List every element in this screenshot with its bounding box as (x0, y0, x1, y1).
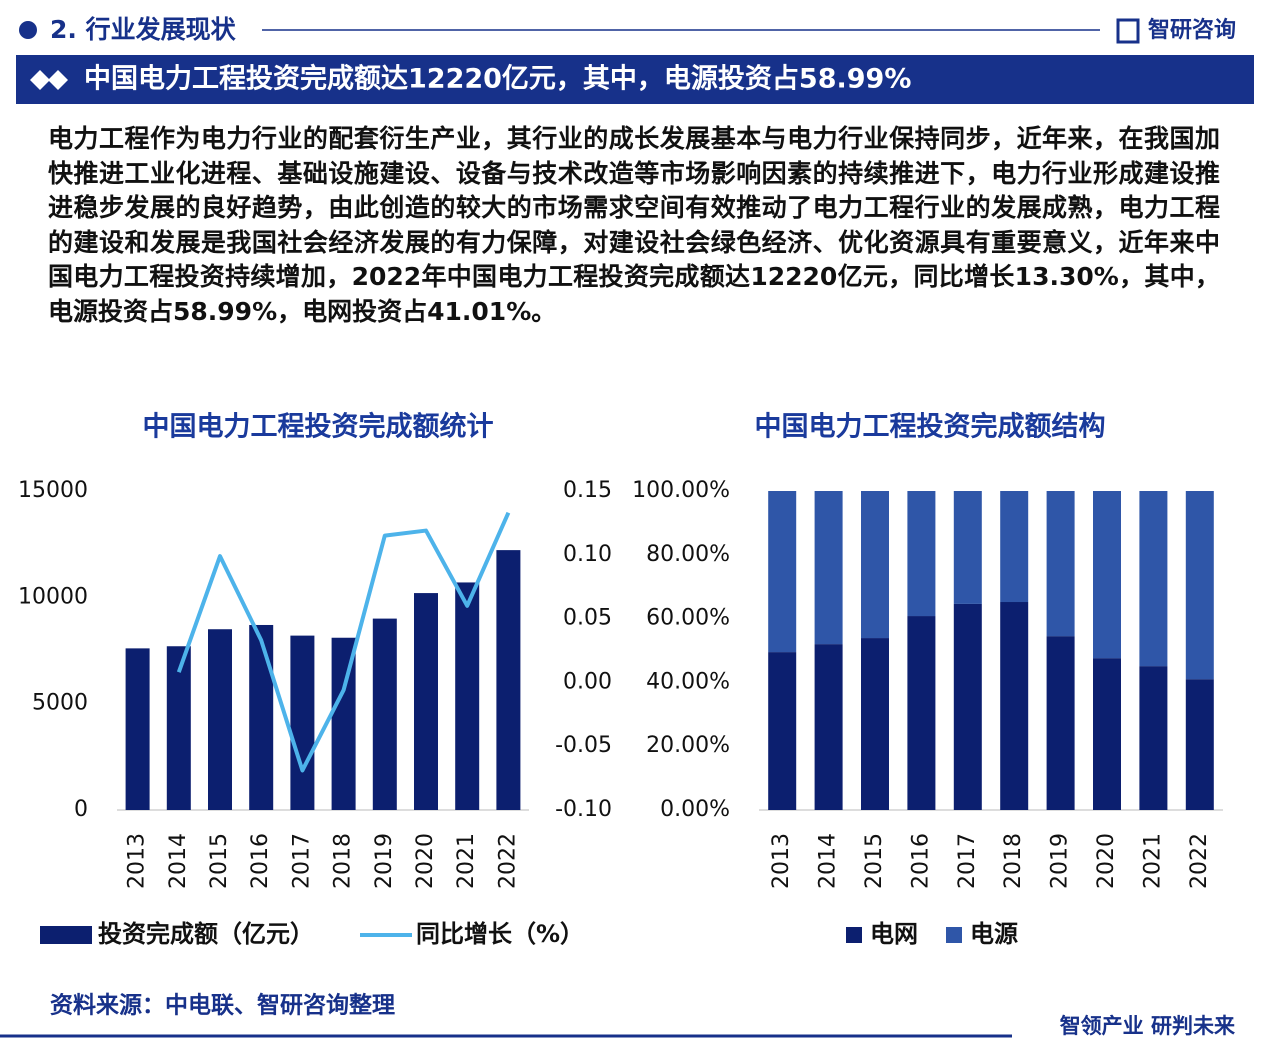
y-tick-label: 15000 (18, 478, 88, 503)
source: 资料来源：中电联、智研咨询整理 (50, 992, 395, 1019)
bar (907, 616, 936, 810)
bar (953, 491, 982, 604)
x-tick-label: 2018 (1001, 833, 1026, 889)
y-tick-label: 100.00% (632, 478, 730, 503)
line (176, 511, 511, 773)
y-tick-label: 10000 (18, 584, 88, 609)
legend-swatch (40, 926, 92, 944)
y-tick-label: 5000 (32, 691, 88, 716)
y-tick-label: 40.00% (646, 669, 730, 694)
x-tick-label: 2020 (413, 833, 438, 889)
x-tick-label: 2022 (495, 833, 520, 889)
y-tick-label: 60.00% (646, 606, 730, 631)
x-tick-label: 2015 (862, 833, 887, 889)
bar (1000, 602, 1029, 810)
bar (907, 491, 936, 617)
chart-title: 中国电力工程投资完成额统计 (143, 411, 494, 443)
chart-title: 中国电力工程投资完成额结构 (755, 411, 1106, 443)
x-tick-label: 2013 (125, 833, 150, 889)
slogan: 智领产业 研判未来 (1060, 1014, 1236, 1038)
legend-label: 投资完成额（亿元） (98, 920, 314, 948)
bar (768, 652, 797, 810)
bar (1046, 491, 1075, 637)
bar (1139, 491, 1168, 667)
y2-tick-label: -0.05 (555, 733, 612, 758)
bar (861, 638, 889, 810)
y2-tick-label: -0.10 (555, 797, 612, 822)
bar (290, 635, 315, 810)
bar (1185, 679, 1214, 810)
bar (953, 603, 982, 810)
x-tick-label: 2016 (248, 833, 273, 889)
bar (455, 582, 480, 810)
y-tick-label: 0.00% (660, 797, 730, 822)
x-tick-label: 2017 (289, 833, 314, 889)
x-tick-label: 2015 (207, 833, 232, 889)
x-tick-label: 2014 (166, 833, 191, 889)
x-tick-label: 2019 (1048, 833, 1073, 889)
banner-diamonds (30, 70, 68, 90)
bar (372, 618, 397, 810)
bar (125, 648, 150, 810)
x-tick-label: 2021 (454, 833, 479, 889)
bar (768, 491, 797, 653)
bar (249, 624, 274, 810)
legend-label: 同比增长（%） (416, 920, 584, 948)
bar (1093, 491, 1121, 659)
bar (1000, 491, 1029, 603)
bullet (19, 21, 37, 39)
bar (414, 593, 438, 810)
body-text: 电力工程作为电力行业的配套衍生产业，其行业的成长发展基本与电力行业保持同步，近年… (48, 124, 1220, 326)
y2-tick-label: 0.10 (563, 542, 612, 567)
legend-swatch (846, 927, 862, 943)
legend-swatch (946, 927, 962, 943)
y2-tick-label: 0.15 (563, 478, 612, 503)
x-tick-label: 2021 (1140, 833, 1165, 889)
bar (814, 644, 843, 810)
x-tick-label: 2014 (816, 833, 841, 889)
x-tick-label: 2018 (331, 833, 356, 889)
brand: 智研咨询 (1148, 17, 1236, 43)
brand-icon (1116, 18, 1140, 44)
x-tick-label: 2019 (372, 833, 397, 889)
banner (16, 55, 1254, 104)
x-tick-label: 2013 (769, 833, 794, 889)
section-title: 2. 行业发展现状 (50, 15, 237, 44)
bar (166, 646, 191, 810)
bar (1093, 658, 1121, 810)
bar (861, 491, 889, 639)
bar (496, 550, 521, 810)
bar (1185, 491, 1214, 680)
x-tick-label: 2022 (1187, 833, 1212, 889)
y-tick-label: 20.00% (646, 733, 730, 758)
legend-label: 电源 (970, 920, 1018, 948)
x-tick-label: 2016 (908, 833, 933, 889)
y2-tick-label: 0.05 (563, 606, 612, 631)
bar (1139, 666, 1168, 810)
banner-title: 中国电力工程投资完成额达12220亿元，其中，电源投资占58.99% (84, 63, 911, 95)
x-tick-label: 2020 (1094, 833, 1119, 889)
x-tick-label: 2017 (955, 833, 980, 889)
bar (1046, 636, 1075, 810)
legend-label: 电网 (870, 920, 918, 948)
y-tick-label: 80.00% (646, 542, 730, 567)
y-tick-label: 0 (74, 797, 88, 822)
y2-tick-label: 0.00 (563, 669, 612, 694)
bar (208, 629, 232, 810)
bar (814, 491, 843, 645)
